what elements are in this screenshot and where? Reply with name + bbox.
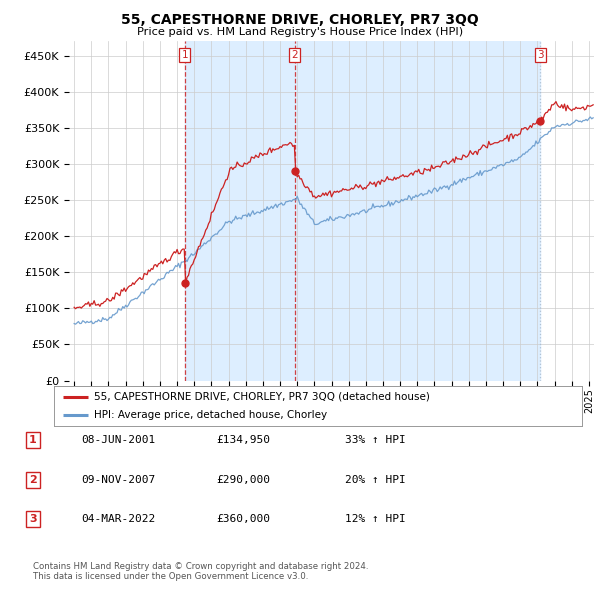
Text: £134,950: £134,950 xyxy=(216,435,270,445)
Text: HPI: Average price, detached house, Chorley: HPI: Average price, detached house, Chor… xyxy=(94,410,327,420)
Text: 2: 2 xyxy=(29,475,37,484)
Text: 3: 3 xyxy=(537,50,544,60)
Text: 55, CAPESTHORNE DRIVE, CHORLEY, PR7 3QQ: 55, CAPESTHORNE DRIVE, CHORLEY, PR7 3QQ xyxy=(121,13,479,27)
Text: Price paid vs. HM Land Registry's House Price Index (HPI): Price paid vs. HM Land Registry's House … xyxy=(137,27,463,37)
Text: £290,000: £290,000 xyxy=(216,475,270,484)
Bar xyxy=(185,41,295,381)
Bar xyxy=(295,41,540,381)
Text: Contains HM Land Registry data © Crown copyright and database right 2024.
This d: Contains HM Land Registry data © Crown c… xyxy=(33,562,368,581)
Text: 09-NOV-2007: 09-NOV-2007 xyxy=(81,475,155,484)
Text: 33% ↑ HPI: 33% ↑ HPI xyxy=(345,435,406,445)
Text: 12% ↑ HPI: 12% ↑ HPI xyxy=(345,514,406,524)
Text: 04-MAR-2022: 04-MAR-2022 xyxy=(81,514,155,524)
Text: 2: 2 xyxy=(292,50,298,60)
Text: 20% ↑ HPI: 20% ↑ HPI xyxy=(345,475,406,484)
Text: 1: 1 xyxy=(181,50,188,60)
Text: 3: 3 xyxy=(29,514,37,524)
Text: 08-JUN-2001: 08-JUN-2001 xyxy=(81,435,155,445)
Text: 1: 1 xyxy=(29,435,37,445)
Text: 55, CAPESTHORNE DRIVE, CHORLEY, PR7 3QQ (detached house): 55, CAPESTHORNE DRIVE, CHORLEY, PR7 3QQ … xyxy=(94,392,430,402)
Text: £360,000: £360,000 xyxy=(216,514,270,524)
